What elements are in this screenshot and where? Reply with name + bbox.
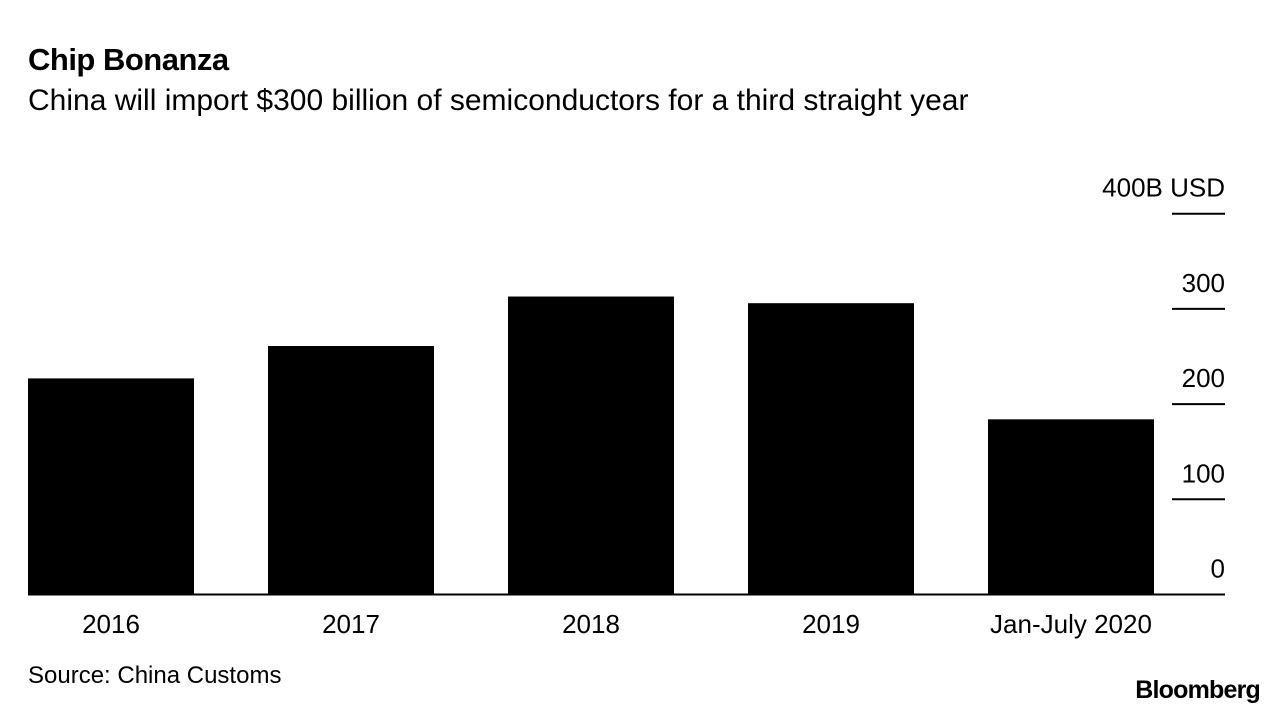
x-tick-label: 2019	[802, 609, 860, 639]
bar-2017	[268, 346, 434, 595]
bar-2019	[748, 303, 914, 595]
bar-2018	[508, 296, 674, 595]
bar-jan-july-2020	[988, 419, 1154, 595]
y-tick-label: 100	[1182, 458, 1225, 488]
chart-title: Chip Bonanza	[28, 42, 229, 77]
bloomberg-logo: Bloomberg	[1135, 676, 1261, 704]
x-tick-label: 2018	[562, 609, 620, 639]
y-tick-label: 400B USD	[1102, 173, 1225, 203]
y-tick-label: 0	[1211, 554, 1225, 584]
y-tick-label: 200	[1182, 363, 1225, 393]
chart-subtitle: China will import $300 billion of semico…	[28, 84, 969, 117]
x-tick-label: Jan-July 2020	[990, 609, 1152, 639]
bar-2016	[28, 378, 194, 595]
x-tick-label: 2016	[82, 609, 140, 639]
source-note: Source: China Customs	[28, 662, 282, 689]
x-tick-label: 2017	[322, 609, 380, 639]
y-tick-label: 300	[1182, 268, 1225, 298]
